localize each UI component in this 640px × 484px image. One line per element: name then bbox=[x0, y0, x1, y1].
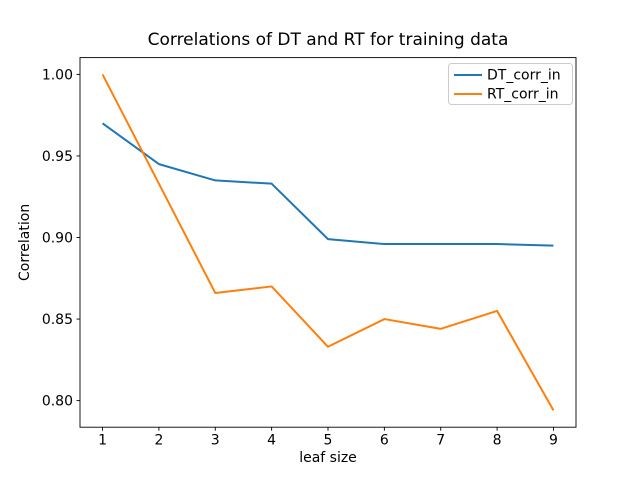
x-tick-label: 6 bbox=[380, 433, 389, 449]
x-tick-label: 7 bbox=[436, 433, 445, 449]
series-line-DT_corr_in bbox=[101, 122, 554, 247]
y-axis-ticks: 0.80 0.85 0.90 0.95 1.00 bbox=[42, 67, 80, 410]
x-axis-ticks: 1 2 3 4 5 6 7 8 9 bbox=[98, 427, 558, 449]
x-tick-label: 8 bbox=[493, 433, 502, 449]
x-tick-label: 9 bbox=[549, 433, 558, 449]
y-tick-label: 0.95 bbox=[42, 149, 73, 165]
y-axis-label: Correlation bbox=[17, 204, 33, 281]
y-tick-label: 0.90 bbox=[42, 231, 73, 247]
series-line-RT_corr_in bbox=[101, 73, 555, 411]
plot-border bbox=[79, 57, 577, 428]
x-tick-label: 5 bbox=[324, 433, 333, 449]
x-tick-label: 1 bbox=[98, 433, 107, 449]
y-tick-label: 0.80 bbox=[42, 394, 73, 410]
x-tick-label: 2 bbox=[154, 433, 163, 449]
y-tick-label: 0.85 bbox=[42, 312, 73, 328]
legend-label-dt: DT_corr_in bbox=[487, 68, 561, 84]
legend-label-rt: RT_corr_in bbox=[487, 87, 559, 103]
y-tick-label: 1.00 bbox=[42, 67, 73, 83]
x-tick-label: 3 bbox=[211, 433, 220, 449]
chart-title: Correlations of DT and RT for training d… bbox=[148, 30, 509, 50]
legend: DT_corr_in RT_corr_in bbox=[448, 63, 573, 105]
x-axis-label: leaf size bbox=[299, 450, 357, 466]
x-tick-label: 4 bbox=[267, 433, 276, 449]
series-lines bbox=[101, 73, 555, 411]
